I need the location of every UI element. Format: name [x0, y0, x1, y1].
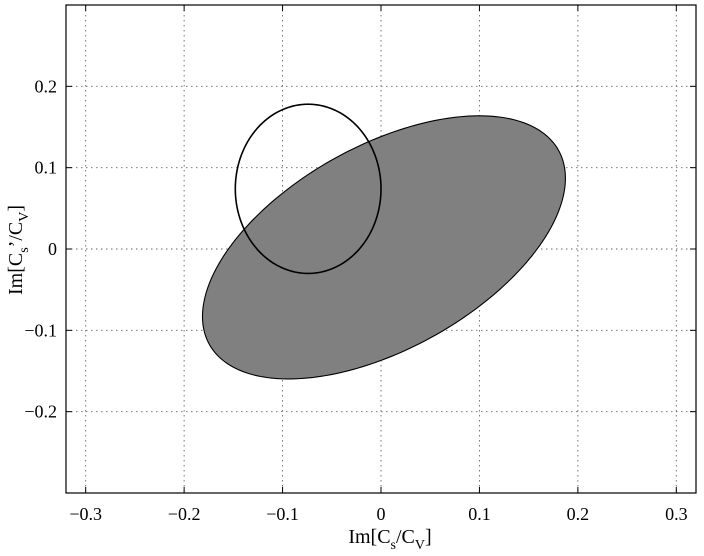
- shaded-ellipse-region: [201, 115, 566, 380]
- tick-marks: [66, 5, 696, 493]
- x-tick-label: 0.3: [665, 504, 688, 524]
- plot-regions: [201, 103, 566, 380]
- x-tick-label: −0.1: [266, 504, 299, 524]
- grid-lines: [66, 5, 696, 493]
- y-tick-label: 0.2: [35, 76, 58, 96]
- x-tick-label: 0: [377, 504, 386, 524]
- x-tick-label: 0.1: [468, 504, 491, 524]
- outline-ellipse-region: [234, 103, 382, 275]
- y-axis-label: Im[Cs’/CV]: [5, 205, 32, 295]
- x-tick-label: −0.2: [168, 504, 201, 524]
- y-tick-label: 0.1: [35, 158, 58, 178]
- y-tick-label: −0.2: [24, 402, 57, 422]
- x-tick-label: −0.3: [69, 504, 102, 524]
- y-tick-label: 0: [48, 239, 57, 259]
- y-tick-label: −0.1: [24, 320, 57, 340]
- tick-labels: −0.3 −0.2 −0.1 0 0.1 0.2 0.3 −0.2 −0.1 0 0.1 0.2: [24, 76, 687, 524]
- x-axis-label: Im[Cs/CV]: [348, 526, 431, 553]
- x-tick-label: 0.2: [567, 504, 590, 524]
